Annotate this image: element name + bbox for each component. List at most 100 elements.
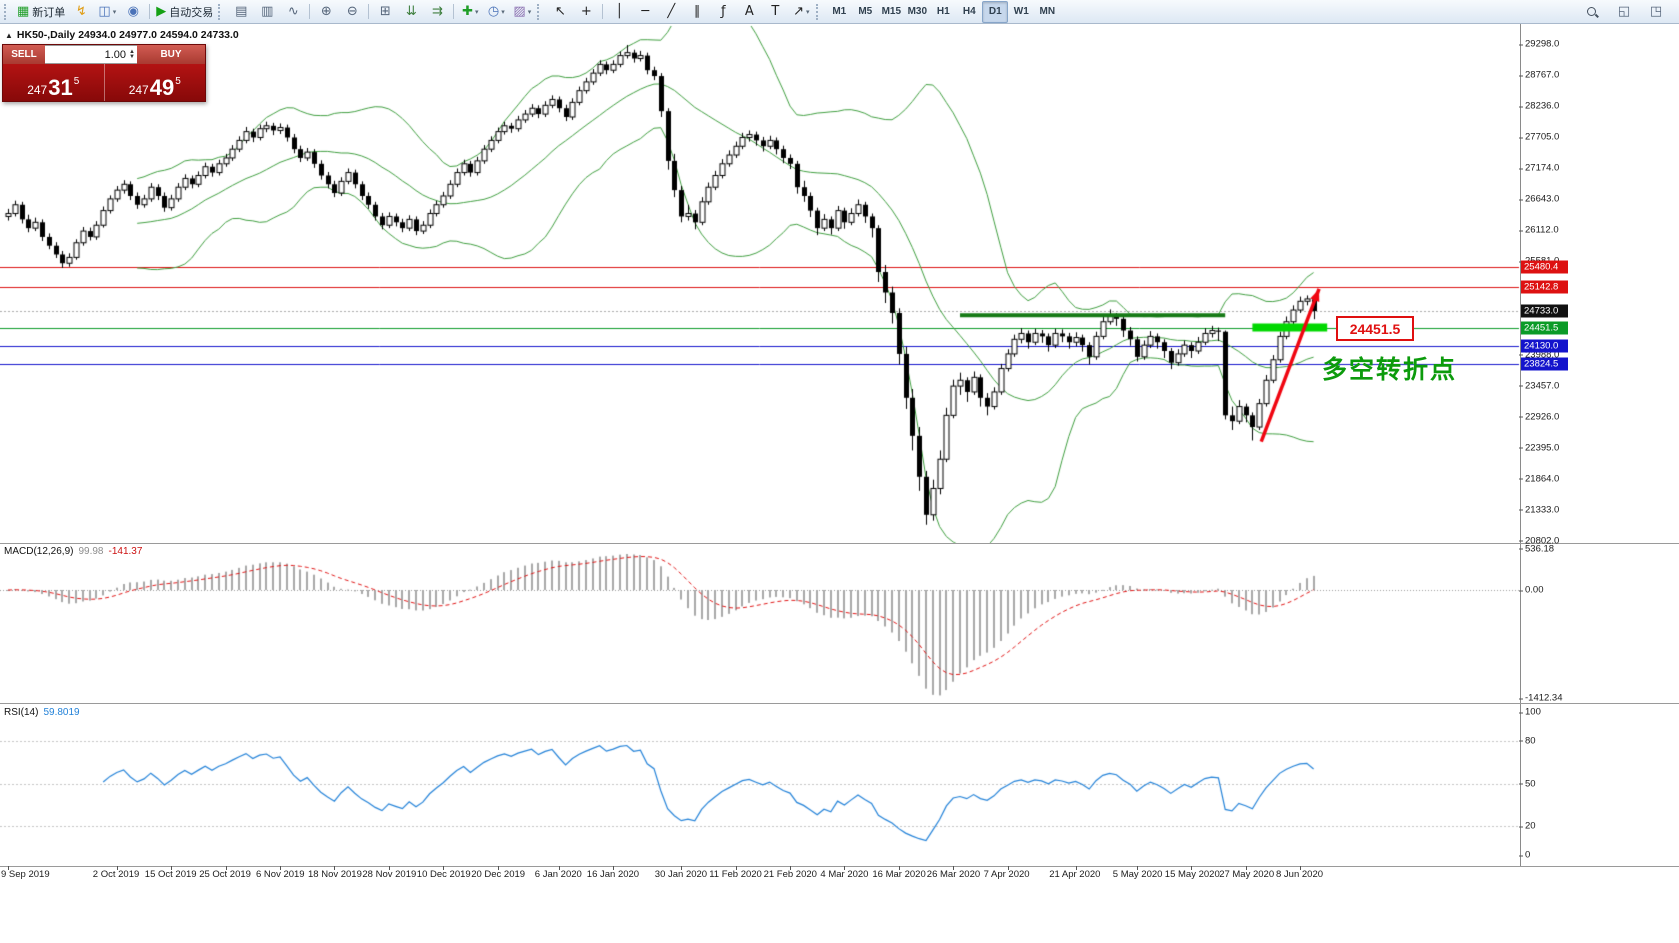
tf-d1-button[interactable]: D1 xyxy=(982,0,1009,23)
turning-point-label[interactable]: 多空转折点 xyxy=(1322,356,1458,384)
volume-spinner[interactable]: ▲ ▼ xyxy=(129,48,135,60)
rsi-name: RSI(14) xyxy=(4,707,39,718)
line-studies-toolbar-grip[interactable] xyxy=(537,3,543,20)
charts-toolbar-grip[interactable] xyxy=(218,3,224,20)
macd-signal-value: -141.37 xyxy=(108,546,143,557)
date-label: 21 Feb 2020 xyxy=(763,869,817,880)
rsi-label: RSI(14) 59.8019 xyxy=(4,707,80,718)
cursor-button[interactable]: ↖ xyxy=(547,1,573,23)
zoom-in-button[interactable]: ⊕ xyxy=(313,1,339,23)
horizontal-line-button[interactable]: ─ xyxy=(632,1,658,23)
chevron-down-icon[interactable]: ▾ xyxy=(474,8,479,16)
panel-separator[interactable] xyxy=(0,703,1679,704)
toolbar-separator xyxy=(602,4,604,19)
price-tick-label: 29298.0 xyxy=(1518,38,1560,50)
date-label: 10 Dec 2019 xyxy=(416,869,471,880)
timeframes-toolbar-grip[interactable] xyxy=(816,3,822,20)
periods-button[interactable]: ◷ ▾ xyxy=(483,1,509,23)
lightning-button[interactable]: ↯ xyxy=(68,1,94,23)
volume-down-icon[interactable]: ▼ xyxy=(129,53,135,60)
sell-price-prefix: 247 xyxy=(27,83,48,97)
price-tag: 25142.8 xyxy=(1521,280,1568,294)
chevron-down-icon[interactable]: ▾ xyxy=(805,8,810,16)
timeframe-label: MN xyxy=(1039,6,1056,17)
price-tick-label: 28236.0 xyxy=(1518,100,1560,112)
tf-h4-button[interactable]: H4 xyxy=(956,1,982,23)
window-restore-button[interactable]: ◱ xyxy=(1611,1,1637,23)
tf-h1-button[interactable]: H1 xyxy=(930,1,956,23)
candlestick-chart-button[interactable]: ▥ xyxy=(254,1,280,23)
chevron-down-icon[interactable]: ▾ xyxy=(112,8,117,16)
price-tick-label: 22395.0 xyxy=(1518,442,1560,454)
new-order-button[interactable]: ▦ 新订单 xyxy=(14,1,68,23)
zoom-out-button[interactable]: ⊖ xyxy=(339,1,365,23)
macd-label: MACD(12,26,9) 99.98 -141.37 xyxy=(4,546,142,557)
chart-shift-button[interactable]: ⇉ xyxy=(424,1,450,23)
price-callout[interactable]: 24451.5 xyxy=(1336,316,1414,341)
tf-m5-button[interactable]: M5 xyxy=(852,1,878,23)
date-tick xyxy=(558,866,560,870)
tf-m30-button[interactable]: M30 xyxy=(904,1,930,23)
templates-button[interactable]: ▨ ▾ xyxy=(509,1,535,23)
date-tick xyxy=(898,866,900,870)
text-icon: A xyxy=(744,4,754,19)
sell-label[interactable]: SELL xyxy=(3,45,45,64)
chevron-down-icon[interactable]: ▾ xyxy=(501,8,505,16)
volume-value: 1.00 xyxy=(104,48,127,61)
buy-label[interactable]: BUY xyxy=(137,45,205,64)
tf-mn-button[interactable]: MN xyxy=(1034,1,1060,23)
arrows-button[interactable]: ↗ ▾ xyxy=(788,1,814,23)
community-button[interactable]: ◉ xyxy=(120,1,146,23)
label-button[interactable]: T xyxy=(762,1,788,23)
date-label: 30 Jan 2020 xyxy=(654,869,708,880)
community-icon: ◉ xyxy=(127,4,139,19)
profiles-icon: ◫ xyxy=(98,4,111,19)
search-button[interactable] xyxy=(1579,1,1605,23)
line-chart-button[interactable]: ∿ xyxy=(280,1,306,23)
timeframe-label: D1 xyxy=(988,6,1002,17)
indicators-button[interactable]: ✚ ▾ xyxy=(457,1,483,23)
text-button[interactable]: A xyxy=(736,1,762,23)
candlestick-chart-icon: ▥ xyxy=(261,4,274,19)
chart-ohlc-readout: HK50-,Daily 24934.0 24977.0 24594.0 2473… xyxy=(16,29,239,41)
new-window-button[interactable]: ◳ xyxy=(1643,1,1669,23)
tf-m15-button[interactable]: M15 xyxy=(878,1,904,23)
zoom-in-icon: ⊕ xyxy=(320,4,332,19)
bar-chart-button[interactable]: ▤ xyxy=(228,1,254,23)
standard-toolbar-grip[interactable] xyxy=(4,3,10,20)
cursor-icon: ↖ xyxy=(554,4,566,19)
channel-button[interactable]: ∥ xyxy=(684,1,710,23)
auto-scroll-button[interactable]: ⇊ xyxy=(398,1,424,23)
buy-price-big: 49 xyxy=(149,75,175,100)
date-tick xyxy=(735,866,737,870)
sell-button[interactable]: 247 31 5 xyxy=(3,64,105,101)
rsi-scale-label: 20 xyxy=(1519,820,1536,832)
panel-separator[interactable] xyxy=(0,543,1679,544)
vertical-line-button[interactable]: │ xyxy=(606,1,632,23)
price-tag: 24733.0 xyxy=(1521,304,1568,318)
date-tick xyxy=(1191,866,1193,870)
date-tick xyxy=(844,866,846,870)
horizontal-line-icon: ─ xyxy=(641,4,650,19)
fibonacci-button[interactable]: ƒ xyxy=(710,1,736,23)
date-label: 28 Nov 2019 xyxy=(362,869,417,880)
chevron-down-icon[interactable]: ▾ xyxy=(527,8,532,16)
volume-input[interactable]: 1.00 ▲ ▼ xyxy=(45,45,137,64)
tf-w1-button[interactable]: W1 xyxy=(1008,1,1034,23)
date-tick xyxy=(171,866,173,870)
trendline-button[interactable]: ╱ xyxy=(658,1,684,23)
buy-price-pip: 5 xyxy=(175,76,181,87)
search-icon xyxy=(1585,5,1599,19)
buy-button[interactable]: 247 49 5 xyxy=(104,64,205,101)
profiles-button[interactable]: ◫ ▾ xyxy=(94,1,120,23)
date-label: 8 Jun 2020 xyxy=(1276,869,1324,880)
price-tick-label: 27705.0 xyxy=(1518,131,1560,143)
crosshair-button[interactable]: + xyxy=(573,1,599,23)
tile-windows-button[interactable]: ⊞ xyxy=(372,1,398,23)
tf-m1-button[interactable]: M1 xyxy=(826,1,852,23)
channel-icon: ∥ xyxy=(694,4,701,19)
macd-main-value: 99.98 xyxy=(78,546,104,557)
volume-up-icon[interactable]: ▲ xyxy=(129,48,135,55)
autotrading-button[interactable]: ▶ 自动交易 xyxy=(153,1,216,23)
